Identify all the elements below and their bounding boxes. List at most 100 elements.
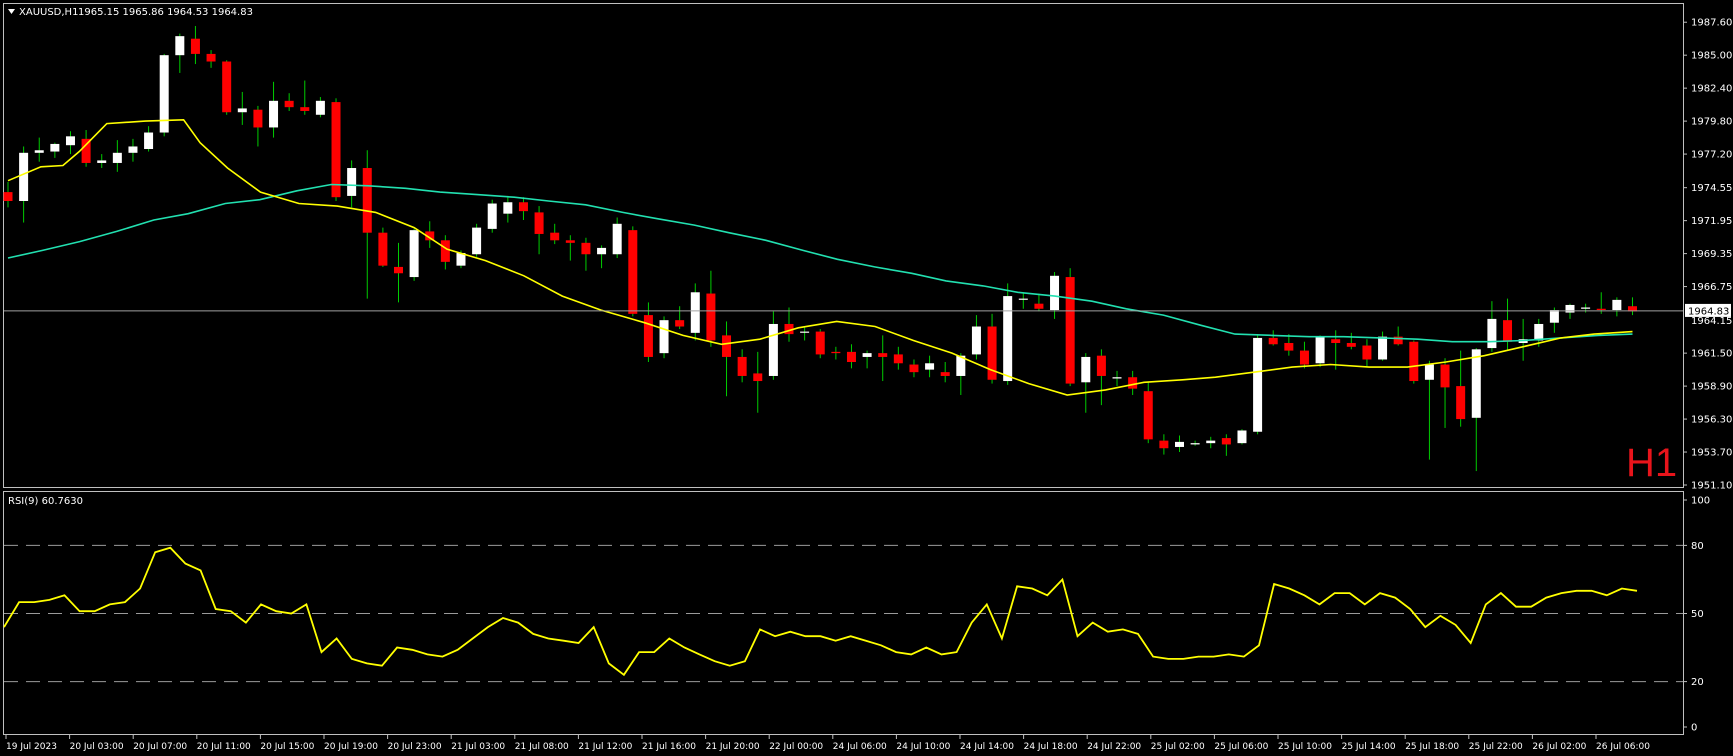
candle-body-bear [987,326,997,380]
current-price-tag: 1964.83 [1688,306,1729,317]
current-price-tag-bg [1685,303,1731,317]
candle [878,335,888,382]
candle-body-bear [1143,391,1153,440]
time-tick-label: 20 Jul 07:00 [133,742,187,752]
candle [81,129,91,167]
timeframe-badge: H1 [1626,441,1677,485]
candle-body-bear [784,323,794,335]
candle-body-bull [175,36,185,56]
candle-body-bear [425,231,435,241]
candle-body-bear [1128,377,1138,389]
price-tick-label: 1958.90 [1691,382,1732,393]
candle [1596,292,1606,314]
candle [1081,353,1091,413]
candle [581,237,591,271]
candle-body-bull [1315,336,1325,364]
candle-body-bull [1581,307,1591,309]
candle-body-bull [347,168,357,196]
candle-body-bear [1503,320,1513,342]
candle [753,351,763,413]
candle [612,217,622,259]
candle-body-bear [643,315,653,357]
candle [284,93,294,111]
candle-body-bull [159,55,169,133]
candle-body-bear [534,212,544,234]
candle [1143,382,1153,444]
candles-layer [3,26,1637,472]
candle-body-bull [1549,310,1559,323]
candle-body-bull [1237,430,1247,444]
chart-menu-triangle-icon[interactable] [8,9,15,14]
candle [347,160,357,208]
candle [597,245,607,269]
candle-body-bear [1159,440,1169,449]
time-tick-label: 25 Jul 22:00 [1469,742,1523,752]
candle [144,126,154,152]
time-tick-label: 21 Jul 20:00 [706,742,760,752]
candle [1315,335,1325,368]
candle [237,91,247,125]
candle-body-bear [893,354,903,364]
candle-body-bull [456,252,466,266]
candle-body-bear [3,192,13,201]
time-tick-label: 20 Jul 23:00 [388,742,442,752]
candle [65,131,75,155]
candle [722,321,732,397]
candle-body-bull [925,363,935,370]
candle-body-bull [1081,356,1091,383]
candle [956,353,966,395]
candle-body-bear [300,107,310,111]
candle [1159,434,1169,455]
candle-body-bear [1034,303,1044,309]
candle-body-bull [1534,323,1544,341]
candle-body-bull [503,202,513,214]
candle-body-bear [675,320,685,327]
price-tick-label: 1971.95 [1691,216,1732,227]
price-tick-label: 1956.30 [1691,415,1732,426]
candle [253,105,263,147]
candle-body-bear [284,100,294,108]
price-tick-label: 1969.35 [1691,249,1732,260]
candle [1424,360,1434,460]
candle-body-bear [1456,386,1466,420]
candle-body-bear [550,232,560,241]
candle [1487,301,1497,352]
candle [1175,435,1184,453]
candle [1284,334,1294,356]
candle [815,329,825,359]
candle-body-bear [846,351,856,363]
rsi-tick-label: 20 [1691,677,1704,688]
candle [19,146,29,223]
candle-body-bull [50,143,60,152]
candle [1503,298,1513,351]
candle [1440,358,1450,428]
price-tick-label: 1987.60 [1691,18,1732,29]
candle [1378,331,1388,361]
candle [690,283,700,341]
candle [846,344,856,369]
candle [409,228,419,281]
candle [1471,348,1481,472]
time-tick-label: 24 Jul 06:00 [833,742,887,752]
candle-body-bear [706,293,716,341]
secondary-price-label: 1964.15 [1691,316,1732,327]
candle-body-bull [971,326,981,355]
candle-body-bull [1050,275,1060,311]
candle-body-bear [1221,438,1231,445]
candle [518,197,528,221]
candle-body-bull [112,152,122,163]
candle [1456,350,1466,427]
candle [1003,283,1013,385]
candle [737,349,747,383]
moving-average-slow-line [7,183,1633,343]
time-tick-label: 24 Jul 14:00 [960,742,1014,752]
candle-body-bull [862,353,872,357]
price-axis: 1987.60 1985.00 1982.40 1979.80 1977.20 1974.… [1683,18,1732,492]
candle [1096,349,1106,406]
candle-body-bear [565,240,575,243]
candle [862,350,872,369]
candle [269,81,279,138]
candle [159,53,169,137]
candle [893,346,903,370]
candle-body-bear [1331,339,1341,343]
